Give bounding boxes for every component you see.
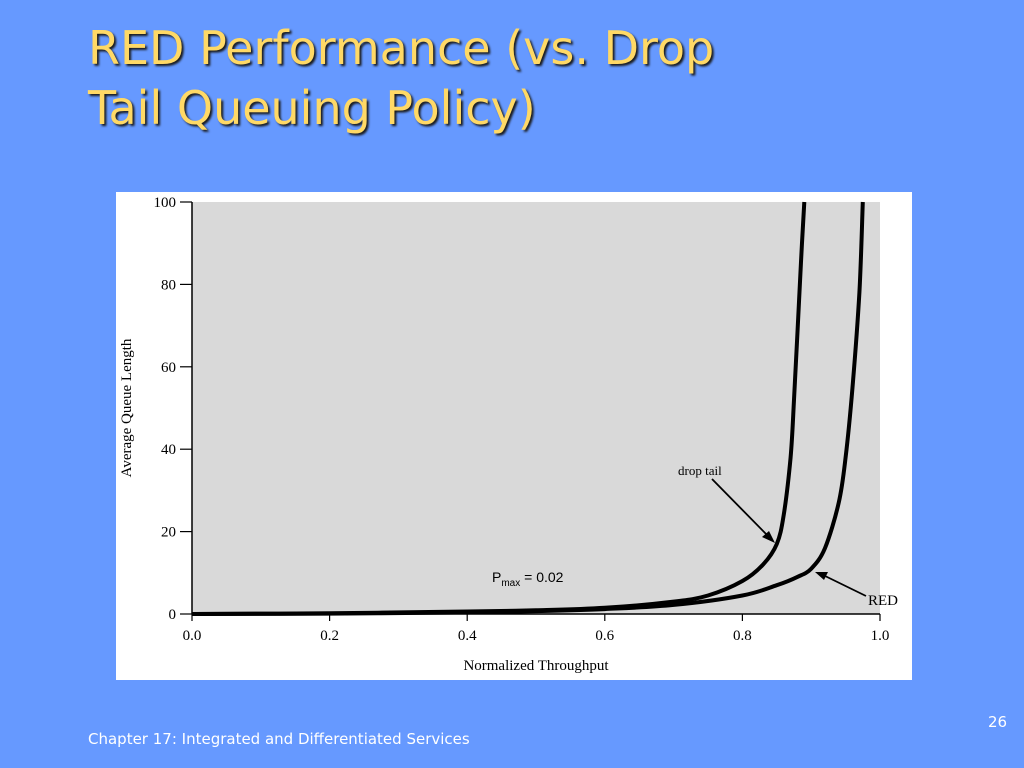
x-axis-label: Normalized Throughput: [463, 658, 609, 674]
y-tick-label: 0: [169, 607, 177, 623]
y-tick-label: 80: [161, 277, 176, 293]
red-arrowhead: [815, 572, 828, 580]
y-tick-label: 60: [161, 360, 176, 376]
page-number: 26: [988, 713, 1008, 731]
red-label: RED: [868, 593, 898, 609]
x-tick-label: 0.8: [733, 628, 752, 644]
pmax-letter: P: [492, 569, 501, 585]
drop-tail-label: drop tail: [678, 463, 722, 478]
drop-tail-arrow: [711, 478, 771, 539]
slide-title: RED Performance (vs. Drop Tail Queuing P…: [88, 18, 988, 138]
chart-panel: 0.0 0.2 0.4 0.6 0.8 1.0 0 20 40 60 80 100 Normaliz…: [116, 192, 912, 680]
slide-title-line1: RED Performance (vs. Drop: [88, 21, 715, 75]
queue-length-chart: 0.0 0.2 0.4 0.6 0.8 1.0 0 20 40 60 80 100 Normaliz…: [119, 195, 898, 674]
pmax-value: = 0.02: [520, 569, 563, 585]
slide-title-line2: Tail Queuing Policy): [88, 81, 536, 135]
red-arrow: [820, 573, 867, 597]
y-tick-label: 40: [161, 442, 176, 458]
drop-tail-arrowhead: [762, 531, 775, 543]
x-tick-label: 0.6: [595, 628, 614, 644]
x-tick-label: 0.0: [183, 628, 202, 644]
series-line-red: [191, 201, 865, 616]
y-axis-label: Average Queue Length: [119, 338, 135, 477]
slide-footer: Chapter 17: Integrated and Differentiate…: [88, 730, 470, 748]
plot-background: [192, 202, 880, 614]
y-tick-label: 20: [161, 525, 176, 541]
x-tick-label: 1.0: [871, 628, 890, 644]
x-tick-label: 0.4: [458, 628, 477, 644]
pmax-subscript: max: [501, 578, 520, 589]
y-tick-label: 100: [154, 195, 177, 211]
pmax-annotation: Pmax = 0.02: [492, 569, 564, 589]
x-tick-label: 0.2: [320, 628, 339, 644]
